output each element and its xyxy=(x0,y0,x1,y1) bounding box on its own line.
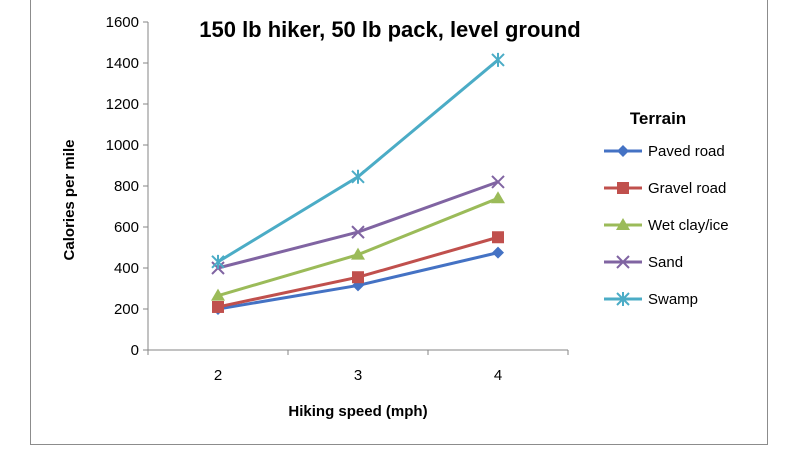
chart-frame xyxy=(30,0,768,445)
x-tick-label: 2 xyxy=(214,367,222,384)
data-point xyxy=(212,300,224,313)
legend-marker xyxy=(617,182,629,194)
data-point xyxy=(491,191,505,204)
legend-marker xyxy=(617,145,629,157)
legend-label: Swamp xyxy=(648,291,698,308)
y-tick-label: 800 xyxy=(114,178,139,195)
series-wet-clay-ice xyxy=(211,191,505,301)
data-point xyxy=(211,288,225,301)
legend-label: Gravel road xyxy=(648,180,726,197)
y-tick-label: 0 xyxy=(131,342,139,359)
y-tick-label: 1400 xyxy=(106,55,139,72)
data-point xyxy=(351,169,365,184)
legend-item: Swamp xyxy=(604,291,698,308)
chart-title: 150 lb hiker, 50 lb pack, level ground xyxy=(199,17,581,42)
legend-item: Wet clay/ice xyxy=(604,217,729,234)
data-point xyxy=(491,175,505,189)
x-tick-label: 3 xyxy=(354,367,362,384)
legend-label: Sand xyxy=(648,254,683,271)
data-point xyxy=(491,52,505,67)
data-point xyxy=(351,247,365,260)
legend-marker xyxy=(616,255,630,269)
legend-marker xyxy=(616,218,630,230)
legend-label: Wet clay/ice xyxy=(648,217,729,234)
y-tick-label: 1200 xyxy=(106,96,139,113)
legend-item: Gravel road xyxy=(604,180,726,197)
series-swamp xyxy=(211,52,505,269)
y-tick-label: 1000 xyxy=(106,137,139,154)
data-point xyxy=(351,225,365,239)
data-point xyxy=(492,246,504,259)
legend-title: Terrain xyxy=(630,109,686,128)
y-axis-label: Calories per mile xyxy=(61,140,78,261)
data-point xyxy=(492,231,504,244)
legend-label: Paved road xyxy=(648,143,725,160)
y-tick-label: 1600 xyxy=(106,14,139,31)
y-tick-label: 400 xyxy=(114,260,139,277)
x-tick-label: 4 xyxy=(494,367,502,384)
legend-item: Paved road xyxy=(604,143,725,160)
y-tick-label: 200 xyxy=(114,301,139,318)
series-gravel-road xyxy=(212,231,504,313)
legend-item: Sand xyxy=(604,254,683,271)
legend-marker xyxy=(616,292,630,306)
y-tick-label: 600 xyxy=(114,219,139,236)
data-point xyxy=(211,254,225,269)
data-point xyxy=(352,271,364,284)
x-axis-label: Hiking speed (mph) xyxy=(288,403,427,420)
